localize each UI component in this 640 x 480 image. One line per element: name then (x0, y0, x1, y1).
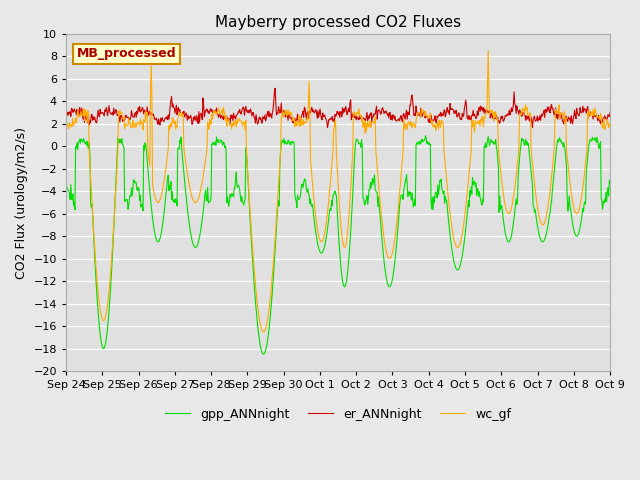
wc_gf (606, 122, 614, 128)
Y-axis label: CO2 Flux (urology/m2/s): CO2 Flux (urology/m2/s) (15, 127, 28, 278)
wc_gf (379, 225, 387, 230)
er_ANNnight (476, 109, 484, 115)
Legend: gpp_ANNnight, er_ANNnight, wc_gf: gpp_ANNnight, er_ANNnight, wc_gf (160, 403, 516, 426)
gpp_ANNnight (422, 132, 429, 138)
er_ANNnight (410, 112, 418, 118)
wc_gf (476, 118, 483, 123)
Line: er_ANNnight: er_ANNnight (66, 88, 610, 128)
er_ANNnight (606, 109, 614, 115)
wc_gf (393, 218, 401, 224)
er_ANNnight (380, 108, 387, 114)
gpp_ANNnight (532, 212, 540, 218)
gpp_ANNnight (379, 245, 387, 251)
Line: gpp_ANNnight: gpp_ANNnight (66, 135, 610, 354)
er_ANNnight (324, 125, 332, 131)
gpp_ANNnight (95, 325, 103, 331)
wc_gf (260, 329, 268, 335)
gpp_ANNnight (260, 351, 268, 357)
Title: Mayberry processed CO2 Fluxes: Mayberry processed CO2 Fluxes (215, 15, 461, 30)
wc_gf (95, 301, 103, 307)
wc_gf (410, 120, 417, 126)
gpp_ANNnight (606, 181, 614, 187)
er_ANNnight (95, 114, 103, 120)
wc_gf (62, 120, 70, 126)
gpp_ANNnight (410, 204, 417, 210)
wc_gf (484, 48, 492, 54)
er_ANNnight (394, 117, 401, 122)
er_ANNnight (271, 85, 279, 91)
gpp_ANNnight (62, 172, 70, 178)
gpp_ANNnight (393, 237, 401, 243)
wc_gf (532, 192, 540, 198)
er_ANNnight (532, 118, 540, 124)
gpp_ANNnight (476, 194, 484, 200)
er_ANNnight (62, 107, 70, 113)
Text: MB_processed: MB_processed (77, 48, 177, 60)
Line: wc_gf: wc_gf (66, 51, 610, 332)
